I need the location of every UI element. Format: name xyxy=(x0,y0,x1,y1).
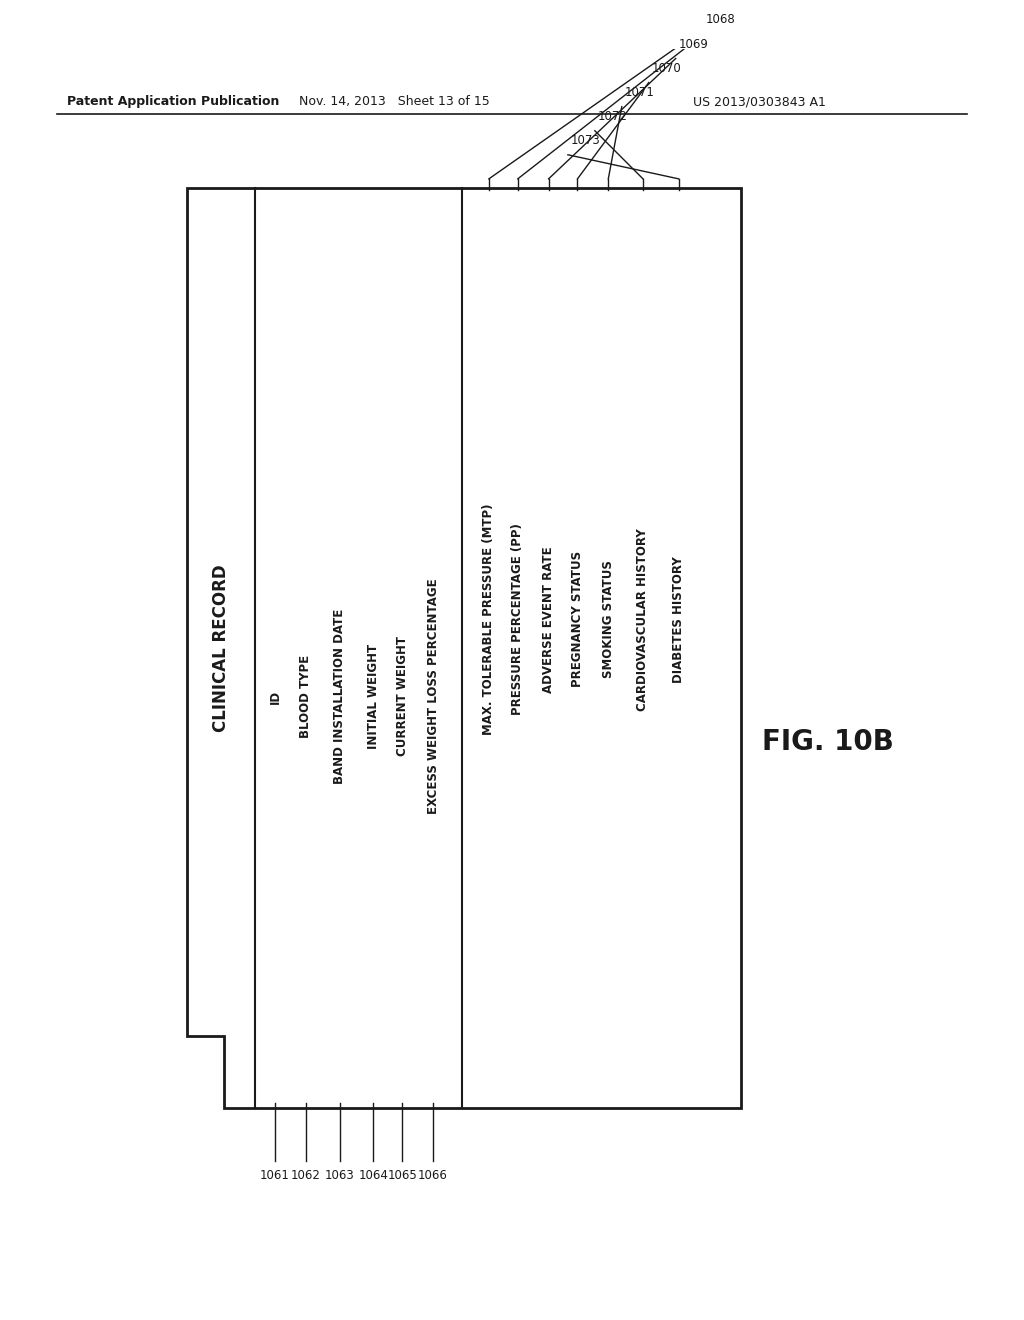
Text: CARDIOVASCULAR HISTORY: CARDIOVASCULAR HISTORY xyxy=(637,528,649,710)
Text: 1068: 1068 xyxy=(706,13,735,26)
Text: 1069: 1069 xyxy=(679,37,709,50)
Text: CLINICAL RECORD: CLINICAL RECORD xyxy=(212,565,230,733)
Polygon shape xyxy=(187,189,741,1109)
Text: 1070: 1070 xyxy=(651,62,681,75)
Text: Nov. 14, 2013   Sheet 13 of 15: Nov. 14, 2013 Sheet 13 of 15 xyxy=(299,95,489,108)
Text: SMOKING STATUS: SMOKING STATUS xyxy=(602,561,614,678)
Text: ADVERSE EVENT RATE: ADVERSE EVENT RATE xyxy=(542,546,555,693)
Text: PRESSURE PERCENTAGE (PP): PRESSURE PERCENTAGE (PP) xyxy=(511,524,524,715)
Text: 1073: 1073 xyxy=(570,133,600,147)
Text: Patent Application Publication: Patent Application Publication xyxy=(68,95,280,108)
Text: 1072: 1072 xyxy=(598,110,628,123)
Text: 1064: 1064 xyxy=(358,1168,388,1181)
Text: 1067: 1067 xyxy=(732,0,763,3)
Text: 1065: 1065 xyxy=(387,1168,417,1181)
Text: 1071: 1071 xyxy=(625,86,654,99)
Text: CURRENT WEIGHT: CURRENT WEIGHT xyxy=(395,636,409,756)
Text: BAND INSTALLATION DATE: BAND INSTALLATION DATE xyxy=(333,609,346,784)
Text: FIG. 10B: FIG. 10B xyxy=(762,729,894,756)
Text: PREGNANCY STATUS: PREGNANCY STATUS xyxy=(571,552,584,688)
Text: MAX. TOLERABLE PRESSURE (MTP): MAX. TOLERABLE PRESSURE (MTP) xyxy=(482,504,496,735)
Text: EXCESS WEIGHT LOSS PERCENTAGE: EXCESS WEIGHT LOSS PERCENTAGE xyxy=(427,578,439,814)
Text: 1062: 1062 xyxy=(291,1168,321,1181)
Text: BLOOD TYPE: BLOOD TYPE xyxy=(299,655,312,738)
Text: US 2013/0303843 A1: US 2013/0303843 A1 xyxy=(693,95,826,108)
Text: ID: ID xyxy=(268,689,282,704)
Text: INITIAL WEIGHT: INITIAL WEIGHT xyxy=(367,644,380,748)
Text: 1066: 1066 xyxy=(418,1168,447,1181)
Text: 1063: 1063 xyxy=(325,1168,354,1181)
Text: DIABETES HISTORY: DIABETES HISTORY xyxy=(672,556,685,682)
Text: 1061: 1061 xyxy=(260,1168,290,1181)
